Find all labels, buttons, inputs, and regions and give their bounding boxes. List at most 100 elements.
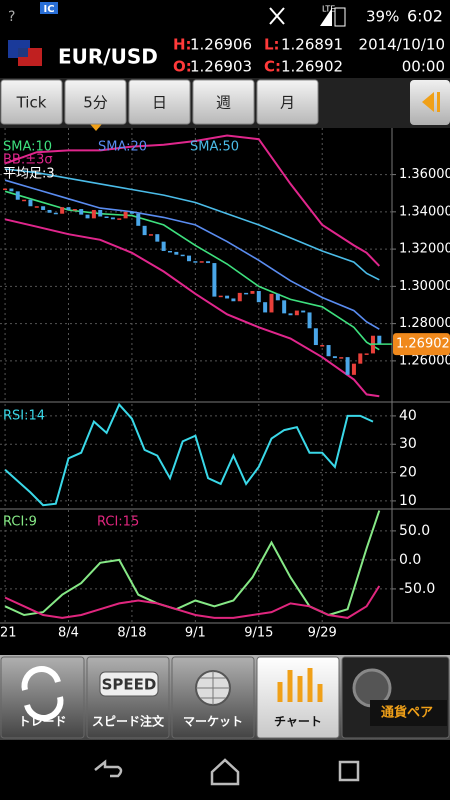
system-nav	[0, 740, 450, 800]
y-tick-label: -50.0	[399, 581, 435, 597]
x-tick-label: 9/1	[185, 626, 206, 641]
recents-button[interactable]	[338, 760, 360, 782]
x-tick-label: 8/4	[58, 626, 79, 641]
sma-line	[4, 179, 380, 330]
panel-toggle-bar	[437, 92, 440, 112]
candle	[129, 211, 134, 214]
legend-label: RSI:14	[3, 409, 45, 424]
tab[interactable]	[0, 79, 63, 125]
speed-icon-text: SPEED	[102, 676, 157, 694]
candle	[313, 328, 318, 346]
candle	[47, 209, 52, 213]
candle	[174, 251, 179, 255]
back-button[interactable]	[94, 759, 123, 778]
candle	[180, 254, 185, 257]
chart-icon	[277, 668, 323, 702]
tab[interactable]	[64, 79, 127, 125]
legend-label: 平均足:3	[3, 167, 55, 182]
sound-off-icon	[269, 7, 285, 25]
tab-label: 5分	[83, 94, 108, 112]
candle	[117, 218, 122, 220]
panel-toggle-arrow	[422, 92, 434, 112]
candle	[28, 199, 33, 207]
tab-label: Tick	[16, 94, 47, 112]
high-label: H:	[173, 36, 192, 54]
y-tick-label: 20	[399, 465, 417, 481]
candle	[85, 214, 90, 219]
tab-label: 日	[152, 94, 167, 112]
candle	[123, 211, 128, 219]
candle	[256, 291, 261, 303]
y-tick-label: 1.34000	[399, 204, 450, 219]
candle	[358, 353, 363, 364]
tab[interactable]	[128, 79, 191, 125]
candle	[98, 209, 103, 217]
open-label: O:	[173, 58, 192, 76]
badge-box	[40, 2, 58, 14]
sma-line	[5, 168, 380, 281]
market-icon-grid	[196, 671, 230, 705]
nav-label: スピード注文	[92, 714, 165, 729]
candle	[79, 209, 84, 215]
candle	[193, 261, 198, 263]
legend-label: BB:±3σ	[3, 153, 53, 168]
network-type: LTE	[322, 5, 335, 14]
indicator-line	[4, 510, 381, 617]
y-tick-label: 40	[399, 408, 417, 424]
candle	[218, 295, 223, 298]
tab[interactable]	[256, 79, 319, 125]
home-button[interactable]	[210, 758, 240, 786]
legend-label: RCI:9	[3, 515, 37, 530]
candle	[351, 363, 356, 375]
candle	[155, 234, 160, 242]
candle	[320, 345, 325, 347]
candle	[66, 207, 71, 210]
candle	[250, 291, 255, 294]
close-label: C:	[264, 58, 281, 76]
candle	[206, 261, 211, 264]
candle	[15, 191, 20, 200]
status-badge: IC	[43, 4, 54, 15]
tab-label: 月	[280, 94, 295, 112]
open-value: 1.26903	[190, 58, 252, 76]
close-value: 1.26902	[281, 58, 343, 76]
speed-icon-box	[99, 671, 159, 697]
y-tick-label: 50.0	[399, 523, 430, 539]
candle	[187, 255, 192, 262]
candle	[161, 241, 166, 251]
x-tick-label: 21	[0, 626, 17, 641]
candle	[110, 217, 115, 220]
candle	[22, 199, 27, 202]
nav-label: チャート	[274, 715, 322, 729]
bollinger-lower	[4, 218, 380, 398]
y-tick-label: 1.36000	[399, 167, 450, 182]
nav-label: トレード	[18, 715, 66, 729]
candle	[104, 216, 109, 218]
indicator-line	[4, 402, 374, 507]
indicator-line	[4, 585, 381, 619]
candle	[3, 188, 8, 191]
candle	[244, 292, 249, 295]
nav-label: 通貨ペア	[381, 705, 433, 721]
candle	[294, 310, 299, 316]
trade-icon	[21, 666, 64, 721]
candle	[364, 353, 369, 355]
tab-label: 週	[216, 94, 231, 112]
time: 00:00	[402, 58, 445, 76]
y-tick-label: 10	[399, 493, 417, 509]
tab[interactable]	[192, 79, 255, 125]
currency-pair: EUR/USD	[58, 45, 158, 69]
y-tick-label: 1.32000	[399, 242, 450, 257]
candle	[339, 357, 344, 359]
legend-label: RCI:15	[97, 515, 139, 530]
nav-button[interactable]	[0, 656, 85, 739]
last-price-label: 1.26902	[396, 337, 450, 352]
candle	[225, 295, 230, 299]
candle	[53, 212, 58, 215]
y-tick-label: 0.0	[399, 552, 421, 568]
pairs-label-box	[370, 700, 447, 726]
candle	[377, 335, 382, 345]
candle	[148, 234, 153, 236]
battery-icon	[334, 7, 346, 27]
